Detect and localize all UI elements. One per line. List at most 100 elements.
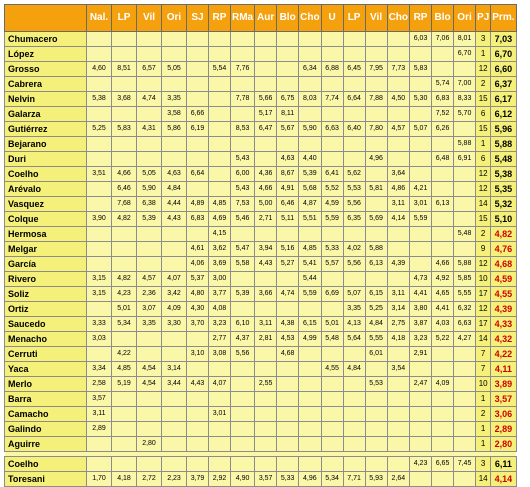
rating-cell: [409, 166, 433, 182]
rating-cell: [342, 456, 366, 472]
rating-cell: 2,75: [386, 316, 411, 332]
rating-cell: [208, 151, 231, 167]
rating-cell: [136, 406, 162, 422]
rating-cell: [320, 226, 344, 242]
rating-cell: 5,64: [342, 331, 366, 347]
player-name: Duri: [4, 151, 87, 167]
rating-cell: [431, 61, 455, 77]
rating-cell: 5,68: [298, 181, 322, 197]
rating-cell: [254, 456, 278, 472]
rating-cell: 4,96: [364, 151, 388, 167]
player-name: Ortiz: [4, 301, 87, 317]
rating-cell: [208, 76, 231, 92]
column-header: Cho: [298, 4, 322, 32]
rating-cell: [161, 46, 187, 62]
rating-cell: [320, 301, 344, 317]
table-row: Cerruti 4,22 3,10 3,08 5,56 4,68 6,01 2,91 7 4,22: [4, 346, 517, 362]
rating-cell: [254, 436, 278, 452]
rating-cell: 4,85: [298, 241, 322, 257]
average-cell: 5,38: [490, 166, 517, 182]
rating-cell: [229, 46, 256, 62]
rating-cell: 4,65: [431, 286, 455, 302]
rating-cell: 8,67: [276, 166, 300, 182]
rating-cell: 5,30: [409, 91, 433, 107]
rating-cell: [320, 436, 344, 452]
average-cell: 4,68: [490, 256, 517, 272]
rating-cell: 3,07: [136, 301, 162, 317]
rating-cell: [431, 421, 455, 437]
rating-cell: [161, 406, 187, 422]
games-played-cell: 2: [475, 76, 492, 92]
rating-cell: [453, 241, 477, 257]
rating-cell: [386, 76, 411, 92]
player-name: Aguirre: [4, 436, 87, 452]
games-played-cell: 1: [475, 421, 492, 437]
rating-cell: 7,06: [431, 31, 455, 47]
table-row: Toresani 1,70 4,18 2,72 2,23 3,79 2,92 4,90 3,57…: [4, 471, 517, 487]
player-name: Galindo: [4, 421, 87, 437]
rating-cell: 5,88: [453, 256, 477, 272]
rating-cell: [186, 61, 209, 77]
rating-cell: [386, 106, 411, 122]
rating-cell: [276, 61, 300, 77]
rating-cell: 6,91: [453, 151, 477, 167]
rating-cell: 7,74: [320, 91, 344, 107]
rating-cell: 3,87: [409, 316, 433, 332]
rating-cell: [453, 346, 477, 362]
rating-cell: [453, 196, 477, 212]
rating-cell: 4,50: [386, 91, 411, 107]
rating-cell: [431, 346, 455, 362]
rating-cell: 6,00: [229, 166, 256, 182]
rating-cell: [298, 301, 322, 317]
rating-cell: [364, 136, 388, 152]
rating-cell: 5,07: [409, 121, 433, 137]
rating-cell: [431, 436, 455, 452]
rating-cell: [208, 361, 231, 377]
rating-cell: [254, 406, 278, 422]
player-name: Gutiérrez: [4, 121, 87, 137]
rating-cell: [298, 361, 322, 377]
player-name: Cabrera: [4, 76, 87, 92]
player-name: Coelho: [4, 166, 87, 182]
rating-cell: [431, 226, 455, 242]
rating-cell: [254, 391, 278, 407]
rating-cell: [136, 46, 162, 62]
column-header: Aur: [254, 4, 278, 32]
player-name: Barra: [4, 391, 87, 407]
rating-cell: 3,68: [111, 91, 137, 107]
rating-cell: 5,39: [229, 286, 256, 302]
rating-cell: [298, 391, 322, 407]
rating-cell: [386, 46, 411, 62]
rating-cell: 4,18: [111, 471, 137, 487]
rating-cell: [254, 346, 278, 362]
rating-cell: 4,36: [254, 166, 278, 182]
column-header: Blo: [431, 4, 455, 32]
rating-cell: 8,51: [111, 61, 137, 77]
average-cell: 7,03: [490, 31, 517, 47]
rating-cell: [320, 421, 344, 437]
rating-cell: 5,33: [276, 471, 300, 487]
rating-cell: 4,27: [453, 331, 477, 347]
rating-cell: 5,51: [298, 211, 322, 227]
rating-cell: 8,01: [453, 31, 477, 47]
rating-cell: [136, 456, 162, 472]
rating-cell: 4,54: [136, 376, 162, 392]
rating-cell: [229, 406, 256, 422]
rating-cell: 4,82: [111, 271, 137, 287]
rating-cell: [276, 376, 300, 392]
rating-cell: [453, 361, 477, 377]
rating-cell: [364, 361, 388, 377]
rating-cell: 3,11: [386, 286, 411, 302]
rating-cell: 4,31: [136, 121, 162, 137]
rating-cell: 5,62: [342, 166, 366, 182]
games-played-cell: 12: [475, 301, 492, 317]
rating-cell: 6,88: [320, 61, 344, 77]
rating-cell: [111, 31, 137, 47]
rating-cell: [254, 361, 278, 377]
rating-cell: [276, 46, 300, 62]
games-played-cell: 1: [475, 136, 492, 152]
games-played-cell: 7: [475, 361, 492, 377]
average-cell: 4,11: [490, 361, 517, 377]
rating-cell: [136, 226, 162, 242]
rating-cell: [208, 106, 231, 122]
